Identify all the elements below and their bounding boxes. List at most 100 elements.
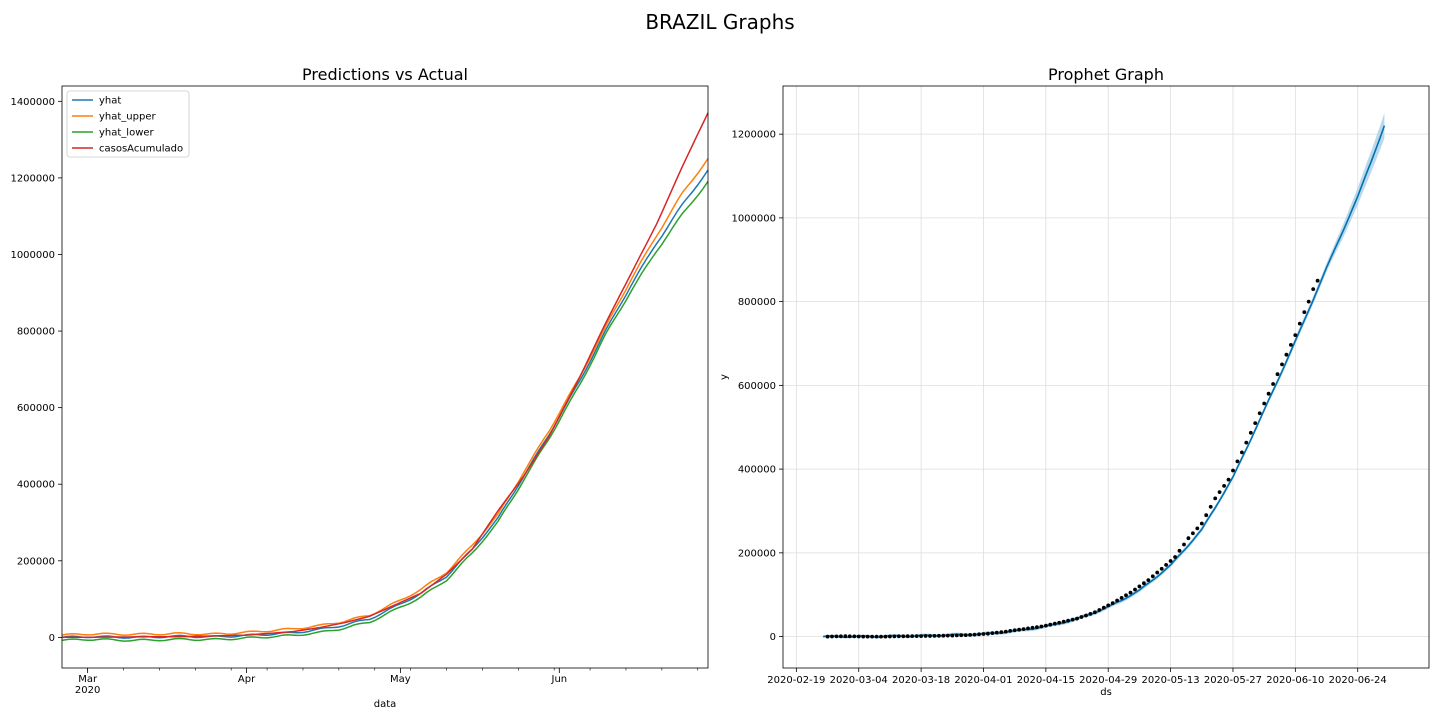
actual-data-point <box>870 634 874 639</box>
actual-data-point <box>954 633 959 638</box>
x-tick-label: 2020-06-24 <box>1329 675 1387 686</box>
series-line-yhat_upper <box>61 158 709 636</box>
y-tick-label: 1000000 <box>10 250 55 261</box>
actual-data-point <box>861 634 866 639</box>
actual-data-point <box>1035 625 1039 630</box>
right-chart-title: Prophet Graph <box>1048 65 1164 84</box>
actual-data-point <box>1084 613 1088 618</box>
actual-data-point <box>1191 531 1195 536</box>
actual-data-point <box>1222 484 1226 488</box>
actual-data-point <box>896 634 901 639</box>
x-tick-sublabel: 2020 <box>75 685 100 696</box>
left-x-axis-label: data <box>374 699 397 710</box>
y-tick-label: 0 <box>49 633 55 644</box>
actual-data-point <box>1106 603 1111 608</box>
actual-data-point <box>892 634 897 639</box>
actual-data-point <box>1164 563 1168 567</box>
right-axes: 0 200000 400000 600000 800000 1000000 1200000 2… <box>731 85 1430 686</box>
actual-data-point <box>932 634 937 638</box>
actual-data-point <box>1075 616 1079 621</box>
forecast-uncertainty-band <box>823 113 1385 639</box>
actual-data-point <box>1088 612 1093 616</box>
left-legend: yhat yhat_upper yhat_lower casosAcumulado <box>66 90 190 158</box>
actual-data-point <box>1302 310 1307 314</box>
actual-data-point <box>1262 401 1267 406</box>
actual-data-point <box>1150 574 1155 579</box>
x-tick-label: May <box>390 674 411 685</box>
y-tick-label: 1000000 <box>731 213 776 224</box>
actual-data-point <box>981 632 986 636</box>
actual-data-point <box>1070 617 1075 622</box>
actual-data-point <box>1110 601 1115 605</box>
actual-data-point <box>977 632 981 637</box>
actual-data-point <box>994 630 999 635</box>
actual-data-point <box>1115 598 1119 603</box>
x-tick-label: 2020-05-13 <box>1142 675 1200 686</box>
actual-data-point <box>1079 615 1084 619</box>
left-plot-frame <box>61 85 709 669</box>
actual-data-point <box>905 634 910 639</box>
actual-data-point <box>839 634 843 639</box>
left-chart-title: Predictions vs Actual <box>302 65 468 84</box>
right-x-axis-label: ds <box>1100 687 1112 698</box>
actual-data-point <box>928 634 932 638</box>
actual-data-point <box>888 634 892 639</box>
right-plot-frame <box>782 85 1430 669</box>
actual-data-point <box>1226 477 1231 482</box>
actual-data-point <box>1213 496 1218 501</box>
actual-data-point <box>937 633 941 638</box>
actual-data-point <box>910 634 915 638</box>
y-tick-label: 0 <box>770 632 776 643</box>
actual-data-point <box>856 634 861 639</box>
actual-data-point <box>1146 578 1151 582</box>
actual-data-point <box>830 634 834 639</box>
right-gridlines <box>783 86 1429 668</box>
actual-data-point <box>1275 372 1280 377</box>
actual-data-point <box>959 633 964 638</box>
actual-data-point <box>1186 536 1191 541</box>
actual-data-point <box>1030 625 1035 630</box>
y-tick-label: 800000 <box>738 297 776 308</box>
x-tick-label: 2020-05-27 <box>1204 675 1262 686</box>
actual-data-point <box>1012 628 1017 633</box>
y-tick-label: 800000 <box>17 327 55 338</box>
actual-data-point <box>1199 521 1204 526</box>
actual-data-point <box>986 631 990 636</box>
y-tick-label: 200000 <box>17 556 55 567</box>
actual-data-point <box>1057 620 1062 625</box>
actual-data-point <box>1280 362 1284 367</box>
actual-points <box>825 278 1320 639</box>
actual-data-point <box>874 634 879 639</box>
actual-data-point <box>1097 608 1102 612</box>
x-tick-label: 2020-03-04 <box>830 675 888 686</box>
actual-data-point <box>1137 584 1142 589</box>
actual-data-point <box>847 634 852 639</box>
right-forecast-line <box>823 125 1386 639</box>
actual-data-point <box>1008 629 1013 633</box>
legend-label-yhat_lower: yhat_lower <box>99 128 155 139</box>
actual-data-point <box>1208 504 1213 509</box>
actual-data-point <box>1168 559 1173 563</box>
x-tick-label: 2020-06-10 <box>1266 675 1324 686</box>
actual-data-point <box>1297 321 1302 326</box>
actual-data-point <box>1003 629 1008 634</box>
y-tick-label: 1400000 <box>10 97 55 108</box>
legend-label-yhat_upper: yhat_upper <box>99 112 156 123</box>
actual-data-point <box>843 634 848 639</box>
actual-data-point <box>1217 490 1222 494</box>
forecast-line-yhat <box>823 125 1386 639</box>
actual-data-point <box>1052 621 1057 626</box>
actual-data-point <box>1044 623 1048 628</box>
actual-data-point <box>1066 618 1070 623</box>
x-tick-label: 2020-04-15 <box>1017 675 1075 686</box>
actual-data-point <box>1315 278 1320 283</box>
y-tick-label: 200000 <box>738 548 776 559</box>
actual-data-point <box>865 634 870 639</box>
actual-data-point <box>1204 513 1209 518</box>
actual-data-point <box>945 633 950 638</box>
actual-data-point <box>914 634 919 638</box>
actual-data-point <box>923 634 928 638</box>
actual-data-point <box>1289 343 1293 347</box>
x-tick-label: Mar <box>78 674 98 685</box>
actual-data-point <box>883 634 888 639</box>
